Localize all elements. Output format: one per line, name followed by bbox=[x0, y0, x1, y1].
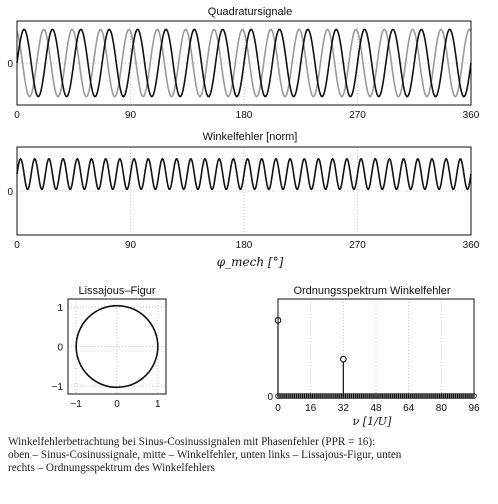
spectrum-y-tick-0: 0 bbox=[267, 392, 273, 403]
spectrum-x-tick-label: 16 bbox=[305, 403, 317, 414]
quadrature-x-tick-label: 270 bbox=[349, 110, 366, 121]
quadrature-x-tick-label: 0 bbox=[14, 110, 20, 121]
spectrum-x-tick-label: 80 bbox=[436, 403, 448, 414]
angle-error-line bbox=[16, 157, 472, 191]
quadrature-y-tick-0: 0 bbox=[7, 59, 13, 70]
angle-error-xlabel: φ_mech [°] bbox=[217, 255, 284, 269]
quadrature-x-tick-label: 180 bbox=[236, 110, 253, 121]
figure-caption: Winkelfehlerbetrachtung bei Sinus-Cosinu… bbox=[8, 436, 492, 475]
lissajous-x-tick-label: 1 bbox=[155, 399, 161, 410]
angle-error-x-tick-label: 90 bbox=[125, 240, 137, 251]
quadrature-x-tick-label: 90 bbox=[125, 110, 137, 121]
caption-line-1: Winkelfehlerbetrachtung bei Sinus-Cosinu… bbox=[8, 436, 376, 448]
quadrature-axes-frame bbox=[16, 20, 472, 106]
lissajous-title: Lissajous–Figur bbox=[78, 285, 155, 297]
lissajous-axes-frame bbox=[67, 298, 167, 395]
lissajous-y-tick-label: 0 bbox=[57, 343, 63, 354]
quadrature-x-tick-label: 360 bbox=[463, 110, 480, 121]
cos-series-line bbox=[16, 28, 472, 98]
lissajous-circle bbox=[75, 304, 159, 389]
spectrum-axes-frame bbox=[277, 298, 475, 397]
caption-line-3: rechts – Ordnungsspektrum des Winkelfehl… bbox=[8, 462, 215, 474]
spectrum-title: Ordnungsspektrum Winkelfehler bbox=[293, 285, 450, 297]
lissajous-y-tick-label: 1 bbox=[57, 303, 63, 314]
angle-error-title: Winkelfehler [norm] bbox=[203, 131, 298, 143]
figure: Quadratursignale 0 0 90 180 270 360 Winkelfe… bbox=[7, 6, 480, 428]
lissajous-x-tick-label: 0 bbox=[114, 399, 120, 410]
spectrum-x-tick-label: 96 bbox=[468, 403, 480, 414]
spectrum-panel: Ordnungsspektrum Winkelfehler 0 0 16 32 48 6… bbox=[267, 285, 480, 428]
angle-error-x-tick-label: 360 bbox=[463, 240, 480, 251]
angle-error-axes-frame bbox=[16, 146, 472, 236]
caption-line-2: oben – Sinus-Cosinussignale, mitte – Win… bbox=[8, 449, 402, 461]
spectrum-x-tick-label: 48 bbox=[370, 403, 382, 414]
lissajous-x-tick-label: −1 bbox=[70, 399, 82, 410]
angle-error-x-tick-label: 0 bbox=[14, 240, 20, 251]
spectrum-xlabel: ν [1/U] bbox=[353, 415, 392, 428]
spectrum-stem-marker bbox=[339, 355, 347, 363]
lissajous-y-tick-label: −1 bbox=[52, 382, 64, 393]
lissajous-panel: Lissajous–Figur −1 0 1 1 0 −1 bbox=[52, 285, 167, 410]
spectrum-x-tick-label: 0 bbox=[275, 403, 281, 414]
quadrature-title: Quadratursignale bbox=[208, 6, 292, 18]
angle-error-x-tick-label: 180 bbox=[236, 240, 253, 251]
angle-error-x-tick-label: 270 bbox=[349, 240, 366, 251]
spectrum-x-tick-label: 64 bbox=[403, 403, 415, 414]
angle-error-y-tick-0: 0 bbox=[7, 187, 13, 198]
sin-series-line bbox=[16, 28, 472, 98]
angle-error-panel: Winkelfehler [norm] 0 0 90 180 270 360 φ_mec… bbox=[7, 131, 479, 269]
spectrum-x-tick-label: 32 bbox=[338, 403, 350, 414]
quadrature-panel: Quadratursignale 0 0 90 180 270 360 bbox=[7, 6, 479, 121]
